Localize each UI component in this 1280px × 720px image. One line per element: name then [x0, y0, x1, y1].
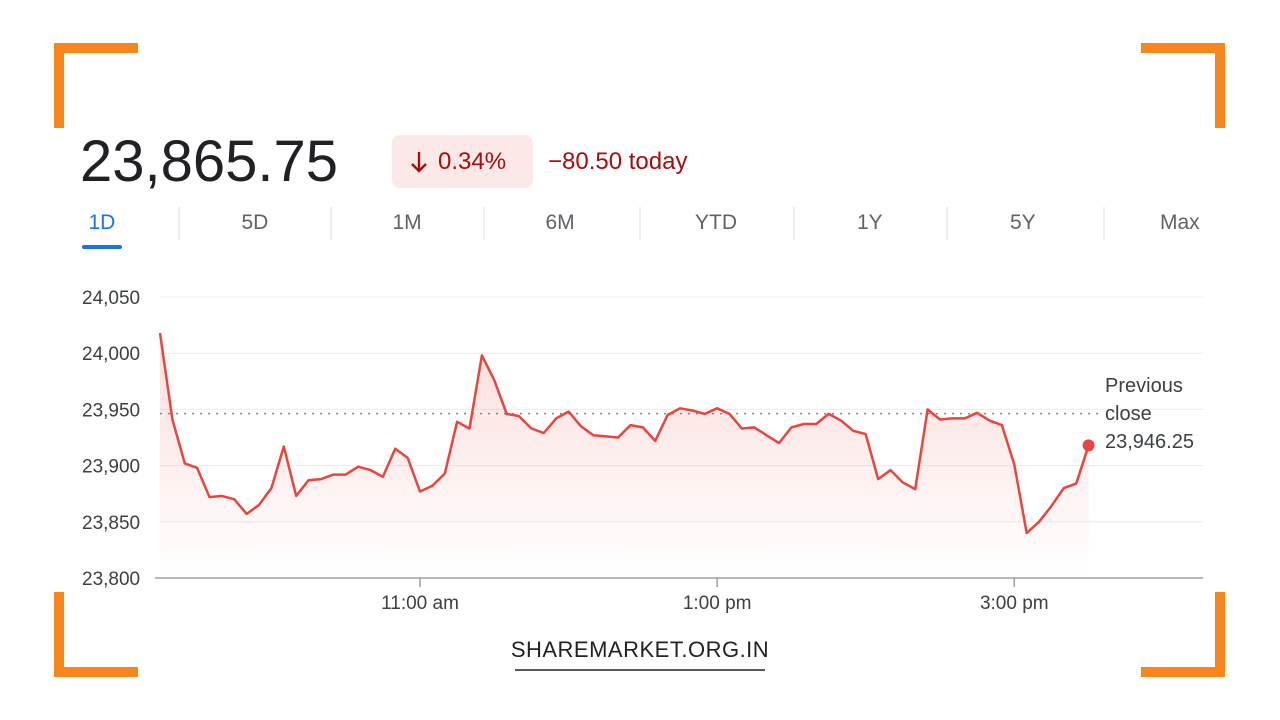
y-tick-label: 24,000 [82, 344, 140, 365]
tab[interactable]: 1D [88, 211, 116, 234]
x-tick-label: 1:00 pm [683, 593, 752, 614]
price: 23,865.75 [80, 129, 339, 194]
x-tick-label: 11:00 am [381, 593, 459, 614]
tab[interactable]: 5D [241, 211, 269, 234]
tab[interactable]: 6M [545, 211, 575, 234]
y-tick-label: 23,800 [82, 569, 140, 590]
tab[interactable]: Max [1160, 211, 1200, 234]
reference-value: 23,946.25 [1105, 431, 1194, 453]
tab[interactable]: 1M [392, 211, 422, 234]
change-value: −80.50 today [548, 148, 688, 175]
watermark: SHAREMARKET.ORG.IN [511, 637, 769, 662]
x-tick-label: 3:00 pm [980, 593, 1049, 614]
last-point [1082, 439, 1095, 452]
change-badge [392, 135, 533, 188]
tab[interactable]: 5Y [1010, 211, 1036, 234]
down-arrow-icon [411, 152, 427, 173]
change-percent: 0.34% [438, 148, 507, 175]
y-tick-label: 23,950 [82, 400, 140, 421]
y-tick-label: 23,900 [82, 457, 140, 478]
y-tick-label: 23,850 [82, 513, 140, 534]
price-line [158, 332, 1090, 535]
reference-label: Previous close [1105, 375, 1183, 425]
tab-indicator [82, 245, 122, 249]
tab[interactable]: 1Y [857, 211, 883, 234]
y-tick-label: 24,050 [82, 288, 140, 309]
corner-frame [54, 43, 1225, 677]
area [160, 333, 1089, 578]
tab[interactable]: YTD [695, 211, 737, 234]
